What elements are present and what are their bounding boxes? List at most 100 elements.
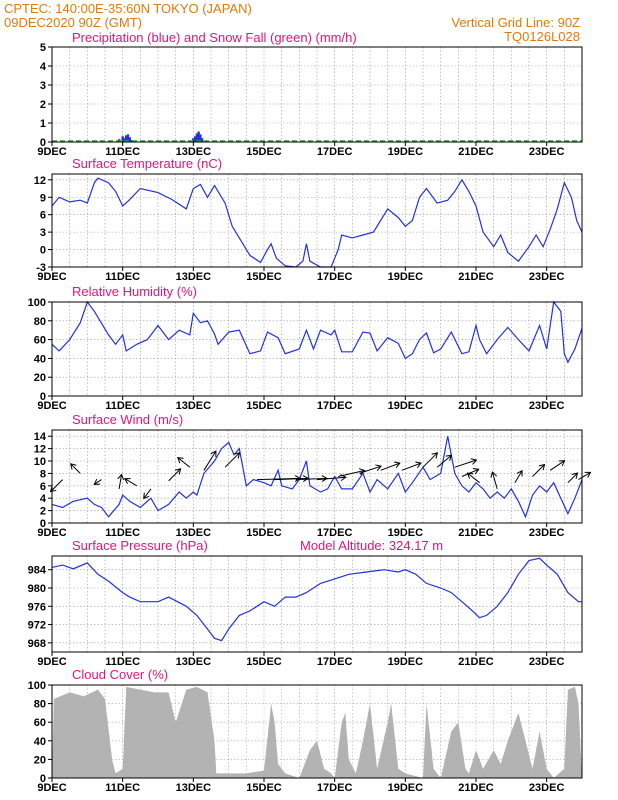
y-tick-label: 976 (28, 601, 46, 613)
precip-bar (128, 137, 131, 142)
wind-vector (274, 477, 309, 481)
wind-vector (70, 463, 81, 474)
wind-arrowhead (358, 468, 366, 475)
y-tick-label: 40 (34, 736, 46, 748)
x-tick-label: 21DEC (458, 400, 494, 412)
x-tick-label: 9DEC (37, 656, 66, 668)
wind-vector (177, 457, 191, 468)
x-tick-label: 23DEC (529, 146, 565, 158)
precip-bar (193, 136, 197, 142)
wind-vector (578, 471, 591, 481)
y-tick-label: 0 (40, 518, 46, 530)
y-tick-label: 0 (40, 137, 46, 149)
y-tick-label: 3 (40, 227, 46, 239)
precip-bar (192, 138, 195, 142)
panel-title: Surface Temperature (nC) (72, 156, 222, 171)
panel-surface-pressure: 968 972 976 980 984 9DEC 11DEC 13DEC 15DEC 17DEC 1… (28, 538, 583, 668)
x-tick-label: 17DEC (317, 400, 353, 412)
y-tick-label: 20 (34, 754, 46, 766)
y-tick-label: 2 (40, 99, 46, 111)
x-tick-label: 15DEC (246, 656, 282, 668)
x-tick-label: 11DEC (105, 527, 140, 539)
x-tick-label: 17DEC (317, 146, 353, 158)
x-tick-label: 19DEC (388, 271, 424, 283)
panel-relative-humidity: 0 20 40 60 80 100 9DEC 11DEC 13DEC 15DEC 17DEC 19DE… (28, 284, 583, 412)
x-tick-label: 9DEC (37, 400, 66, 412)
wind-arrowhead (571, 472, 579, 479)
panel-title: Surface Wind (m/s) (72, 412, 183, 427)
wind-vector (143, 488, 152, 499)
wind-arrowhead (143, 492, 150, 500)
x-tick-label: 15DEC (246, 271, 282, 283)
series-line (51, 436, 583, 519)
y-tick-label: 1 (40, 118, 46, 130)
series-line (51, 557, 582, 642)
y-tick-label: 984 (28, 565, 47, 577)
wind-vector (461, 468, 479, 477)
y-tick-label: 0 (40, 245, 46, 257)
x-tick-label: 21DEC (458, 271, 494, 283)
wind-arrowhead (538, 463, 546, 471)
wind-arrowhead (584, 471, 592, 478)
x-tick-label: 17DEC (317, 782, 353, 794)
wind-arrowhead (233, 452, 241, 459)
y-tick-label: 8 (40, 468, 46, 480)
y-tick-label: 12 (34, 444, 46, 456)
y-tick-label: 6 (40, 481, 46, 493)
wind-vector (549, 460, 565, 471)
grid (52, 301, 582, 397)
wind-vector (118, 474, 123, 489)
panel-title: Surface Pressure (hPa) (72, 538, 208, 553)
y-tick-label: 10 (34, 456, 46, 468)
wind-arrowhead (558, 460, 566, 467)
header-model-id: TQ0126L028 (504, 29, 580, 44)
wind-vector (567, 472, 578, 484)
x-tick-label: 19DEC (388, 146, 424, 158)
wind-arrows (49, 450, 592, 500)
x-tick-label: 15DEC (246, 527, 282, 539)
plot-frame (51, 46, 583, 143)
wind-vector (436, 454, 452, 468)
y-tick-label: 40 (34, 353, 46, 365)
header-date: 09DEC2020 90Z (GMT) (4, 15, 142, 30)
panel-title: Cloud Cover (%) (72, 667, 168, 682)
x-tick-label: 17DEC (317, 527, 353, 539)
grid (52, 430, 582, 524)
wind-vector (532, 464, 545, 477)
y-tick-label: 60 (34, 335, 46, 347)
precip-bar (125, 135, 128, 142)
x-tick-label: 17DEC (317, 271, 353, 283)
wind-vector (124, 478, 138, 487)
grid (52, 46, 582, 143)
x-tick-label: 11DEC (105, 782, 140, 794)
wind-arrowhead (466, 472, 474, 479)
x-tick-label: 13DEC (176, 400, 212, 412)
x-tick-label: 15DEC (246, 782, 282, 794)
wind-vector (514, 470, 523, 483)
x-tick-label: 23DEC (529, 782, 565, 794)
x-tick-label: 21DEC (458, 656, 494, 668)
grid (52, 174, 582, 268)
y-tick-label: 4 (40, 493, 47, 505)
x-tick-label: 9DEC (37, 782, 66, 794)
x-tick-label: 13DEC (176, 527, 212, 539)
x-tick-label: 9DEC (37, 271, 66, 283)
x-tick-label: 11DEC (105, 271, 140, 283)
x-tick-label: 23DEC (529, 527, 565, 539)
wind-vector (401, 462, 422, 471)
x-tick-label: 9DEC (37, 146, 66, 158)
wind-vector (338, 470, 365, 477)
plot-frame (51, 301, 583, 397)
wind-arrowhead (117, 473, 125, 481)
cloud-cover-area (52, 686, 582, 778)
x-tick-label: 21DEC (458, 146, 494, 158)
wind-vector (380, 462, 400, 471)
x-tick-label: 9DEC (37, 527, 66, 539)
precip-bar (130, 140, 133, 142)
x-tick-label: 15DEC (246, 400, 282, 412)
x-tick-label: 11DEC (105, 400, 140, 412)
x-tick-label: 23DEC (529, 271, 565, 283)
wind-vector (422, 452, 438, 468)
